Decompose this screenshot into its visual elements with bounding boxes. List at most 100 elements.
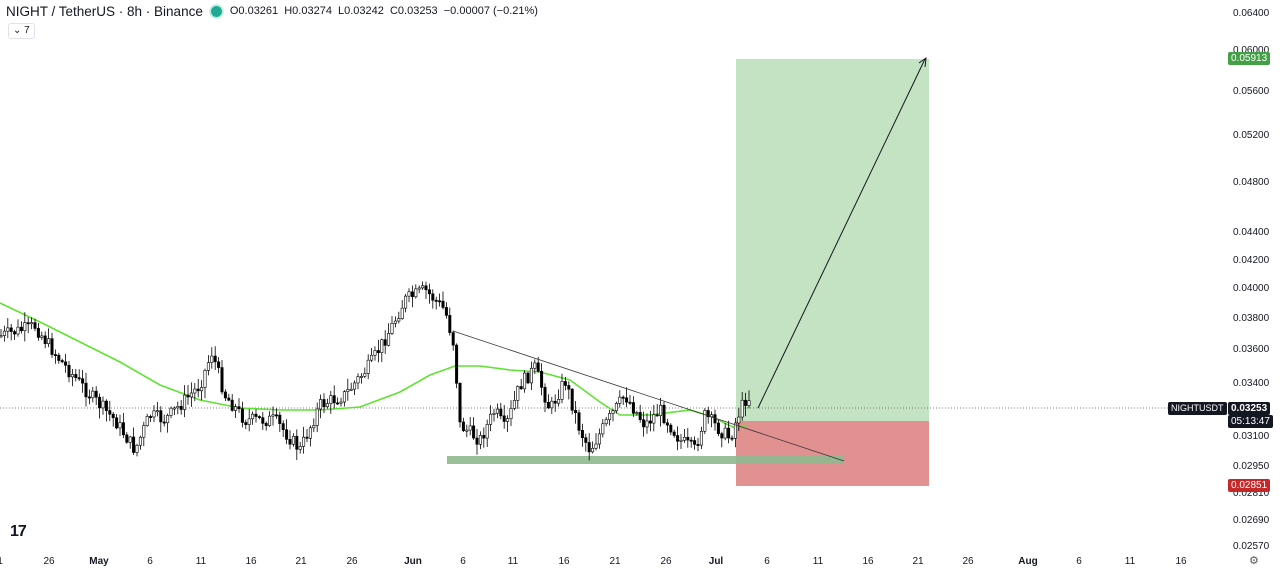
price-tick-label: 0.04800 <box>1233 177 1270 188</box>
candle <box>563 377 567 391</box>
time-tick-label: 26 <box>962 556 974 567</box>
countdown-badge: 05:13:47 <box>1228 415 1273 428</box>
candle <box>132 427 136 455</box>
candle <box>121 412 125 439</box>
time-axis: 1 26 May 6 11 16 21 26 Jun 6 11 16 21 26 Jul 6 11 16 21 26 A… <box>0 556 1187 567</box>
candle <box>672 429 676 438</box>
support-band[interactable] <box>447 456 844 464</box>
candle <box>441 291 445 310</box>
price-tick-label: 0.03600 <box>1233 344 1270 355</box>
candle <box>380 338 384 363</box>
candle <box>206 355 210 376</box>
candle <box>145 413 149 427</box>
candle <box>373 346 377 361</box>
candle <box>33 318 37 332</box>
candle <box>138 435 142 450</box>
candle <box>400 300 404 320</box>
candle <box>584 433 588 452</box>
price-tick-label: 0.06400 <box>1233 8 1270 19</box>
time-tick-label: 6 <box>147 556 153 567</box>
candle <box>747 390 751 409</box>
candle <box>155 402 159 417</box>
candle <box>662 401 666 425</box>
time-tick-label: 16 <box>862 556 874 567</box>
candle <box>475 429 479 455</box>
candle <box>0 328 3 339</box>
candle <box>393 316 397 328</box>
candle <box>213 346 217 371</box>
candle <box>397 311 401 324</box>
gear-icon[interactable]: ⚙ <box>1249 555 1259 567</box>
candle <box>342 390 346 407</box>
candle <box>169 406 173 419</box>
candle <box>543 383 547 413</box>
indicators-toggle[interactable]: ⌄ 7 <box>8 23 35 39</box>
symbol-title[interactable]: NIGHT / TetherUS · 8h · Binance <box>6 3 203 19</box>
candle <box>220 359 224 395</box>
candle <box>319 394 323 419</box>
candle <box>295 429 299 460</box>
candle <box>247 408 251 432</box>
candle <box>492 408 496 422</box>
loss-zone[interactable] <box>736 421 929 486</box>
market-status-icon <box>210 5 222 17</box>
time-tick-label: 6 <box>460 556 466 567</box>
candle <box>40 331 44 340</box>
candle <box>19 321 23 334</box>
candle <box>611 408 615 422</box>
candle <box>366 354 370 380</box>
time-tick-label: Aug <box>1018 556 1037 567</box>
candle <box>570 388 574 415</box>
candle <box>499 402 503 420</box>
candle <box>733 417 737 448</box>
time-tick-label: May <box>89 556 109 567</box>
time-tick-label: 16 <box>1175 556 1187 567</box>
open-value: O0.03261 <box>229 5 279 17</box>
candle <box>363 367 367 379</box>
profit-zone[interactable] <box>736 59 929 421</box>
candle <box>710 411 714 428</box>
candle <box>210 347 214 369</box>
candle <box>625 387 629 408</box>
candle <box>183 385 187 418</box>
projection-arrow[interactable] <box>757 56 927 409</box>
candle <box>308 425 312 447</box>
time-tick-label: 1 <box>0 556 3 567</box>
candle <box>546 394 550 409</box>
candle <box>108 400 112 422</box>
candle <box>98 393 102 419</box>
price-tick-label: 0.02570 <box>1233 541 1270 552</box>
candle <box>81 370 85 393</box>
price-tick-label: 0.02690 <box>1233 515 1270 526</box>
candle <box>268 411 272 427</box>
candle <box>77 369 81 382</box>
time-tick-label: Jun <box>404 556 422 567</box>
candle <box>285 419 289 445</box>
candle <box>50 332 54 358</box>
close-value: C0.03253 <box>389 5 438 17</box>
candle <box>193 383 197 402</box>
tradingview-logo-icon[interactable]: 17 <box>10 523 27 540</box>
candle <box>550 396 554 414</box>
price-tick-label: 0.05200 <box>1233 130 1270 141</box>
candle <box>94 386 98 406</box>
candle <box>142 421 146 447</box>
descending-trendline[interactable] <box>452 330 845 462</box>
candle <box>519 378 523 390</box>
candle <box>635 410 639 416</box>
price-tick-label: 0.04000 <box>1233 283 1270 294</box>
candle <box>281 420 285 438</box>
candle <box>458 382 462 428</box>
candle <box>179 400 183 415</box>
candle <box>427 283 431 304</box>
candle <box>162 414 166 427</box>
candle <box>200 380 204 401</box>
price-tick-label: 0.03100 <box>1233 431 1270 442</box>
candle <box>557 389 561 407</box>
candle <box>577 409 581 435</box>
candle <box>686 428 690 448</box>
candle <box>203 368 207 399</box>
candle <box>13 329 17 341</box>
price-tick-label: 0.02950 <box>1233 461 1270 472</box>
